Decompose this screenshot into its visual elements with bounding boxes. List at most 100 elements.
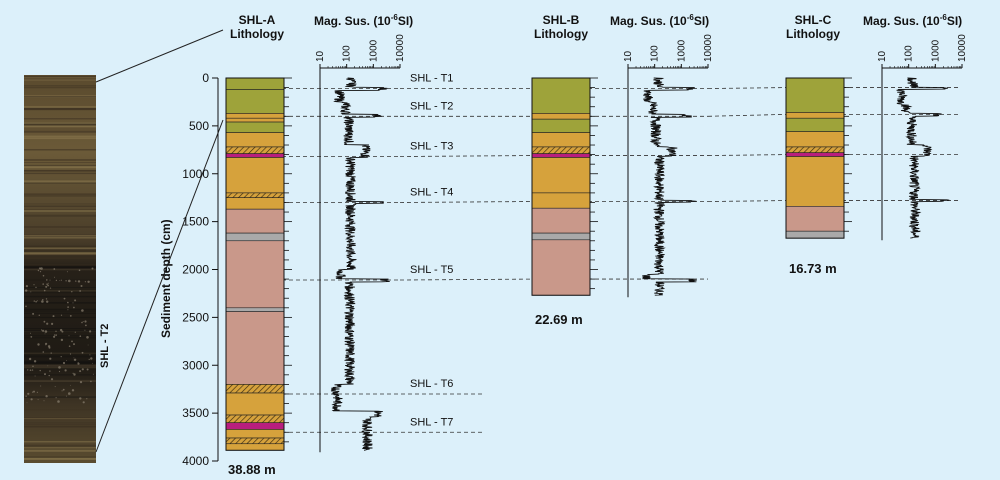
- photo-band: [24, 195, 96, 197]
- photo-grain: [28, 357, 32, 361]
- depth-tick-label: 1000: [182, 167, 209, 181]
- lithology-layer: [225, 311, 285, 385]
- tephra-label: SHL - T3: [410, 141, 453, 153]
- photo-band: [24, 137, 96, 140]
- zoom-line-bottom: [95, 119, 224, 453]
- photo-grain: [55, 330, 57, 332]
- mag-tick-label: 10000: [703, 34, 714, 62]
- photo-grain: [47, 345, 51, 348]
- depth-tick-label: 500: [189, 119, 209, 133]
- lithology-layer: [225, 443, 285, 451]
- photo-grain: [54, 276, 55, 278]
- lithology-layer: [531, 146, 591, 154]
- photo-grain: [47, 365, 49, 367]
- core-name-shl-a: SHL-A: [238, 13, 276, 27]
- tephra-label: SHL - T7: [410, 416, 453, 428]
- lithology-layer: [225, 117, 285, 123]
- mag-sus-curve: [330, 77, 390, 451]
- tephra-label: SHL - T5: [410, 264, 453, 276]
- photo-band: [24, 268, 96, 271]
- photo-grain: [47, 282, 49, 284]
- photo-band: [24, 264, 96, 266]
- photo-grain: [42, 329, 45, 332]
- photo-grain: [60, 338, 64, 342]
- lithology-layer: [225, 132, 285, 148]
- photo-band: [24, 209, 96, 212]
- header-shl-b: SHL-B Lithology: [526, 13, 596, 41]
- photo-grain: [52, 315, 55, 318]
- core-length-shl-a: 38.88 m: [228, 462, 276, 477]
- core-length-shl-c: 16.73 m: [789, 261, 837, 276]
- photo-grain: [25, 305, 27, 308]
- photo-grain: [46, 300, 49, 303]
- photo-grain: [42, 351, 45, 353]
- tephra-line: [707, 113, 787, 117]
- photo-band: [24, 422, 96, 423]
- photo-grain: [65, 280, 67, 282]
- photo-band: [24, 364, 96, 366]
- photo-grain: [36, 391, 39, 393]
- photo-band: [24, 308, 96, 311]
- photo-grain: [73, 306, 75, 309]
- photo-grain: [58, 370, 61, 373]
- core-length-shl-b: 22.69 m: [535, 312, 583, 327]
- mag-tick-label: 100: [904, 45, 915, 62]
- photo-band: [24, 128, 96, 130]
- photo-grain: [63, 297, 66, 300]
- mag-title-text: Mag. Sus. (10: [863, 14, 940, 28]
- photo-grain: [62, 388, 65, 391]
- photo-grain: [59, 328, 63, 332]
- photo-band: [24, 379, 96, 382]
- lithology-layer: [531, 192, 591, 209]
- mag-title-text: Mag. Sus. (10: [610, 14, 687, 28]
- photo-label: SHL - T2: [99, 324, 111, 368]
- photo-grain: [39, 369, 41, 372]
- photo-grain: [58, 366, 61, 369]
- photo-grain: [46, 279, 48, 281]
- photo-grain: [48, 374, 50, 377]
- photo-grain: [73, 343, 75, 346]
- photo-grain: [70, 384, 71, 386]
- photo-band: [24, 290, 96, 292]
- photo-band: [24, 87, 96, 89]
- photo-band: [24, 426, 96, 428]
- lithology-layer: [531, 118, 591, 133]
- photo-band: [24, 355, 96, 358]
- photo-band: [24, 250, 96, 251]
- photo-band: [24, 235, 96, 237]
- tephra-line: [399, 201, 533, 203]
- photo-grain: [67, 306, 69, 308]
- lithology-layer: [531, 239, 591, 296]
- mag-tick-label: 1000: [930, 39, 941, 62]
- photo-grain: [45, 298, 48, 300]
- photo-band: [24, 162, 96, 163]
- photo-band: [24, 167, 96, 169]
- photo-grain: [40, 267, 43, 270]
- photo-grain: [53, 268, 56, 270]
- photo-band: [24, 166, 96, 168]
- lithology-layer: [225, 89, 285, 114]
- photo-band: [24, 456, 96, 458]
- photo-grain: [53, 335, 56, 338]
- lithology-layer: [225, 437, 285, 445]
- photo-grain: [66, 271, 68, 273]
- photo-band: [24, 302, 96, 304]
- photo-band: [24, 130, 96, 133]
- mag-title-unit: SI): [693, 14, 710, 28]
- photo-grain: [90, 380, 92, 383]
- photo-grain: [43, 289, 46, 292]
- mag-title-unit: SI): [397, 14, 414, 28]
- photo-band: [24, 79, 96, 81]
- photo-grain: [86, 398, 88, 400]
- lithology-layer: [225, 384, 285, 394]
- photo-grain: [60, 356, 62, 358]
- photo-grain: [43, 400, 45, 402]
- photo-grain: [60, 314, 63, 316]
- photo-band: [24, 245, 96, 249]
- photo-grain: [42, 283, 44, 285]
- mag-title-shl-b: Mag. Sus. (10-6SI): [610, 13, 709, 28]
- lithology-outline: [531, 77, 591, 296]
- photo-grain: [77, 280, 81, 283]
- lithology-layer: [225, 146, 285, 154]
- photo-grain: [74, 299, 77, 302]
